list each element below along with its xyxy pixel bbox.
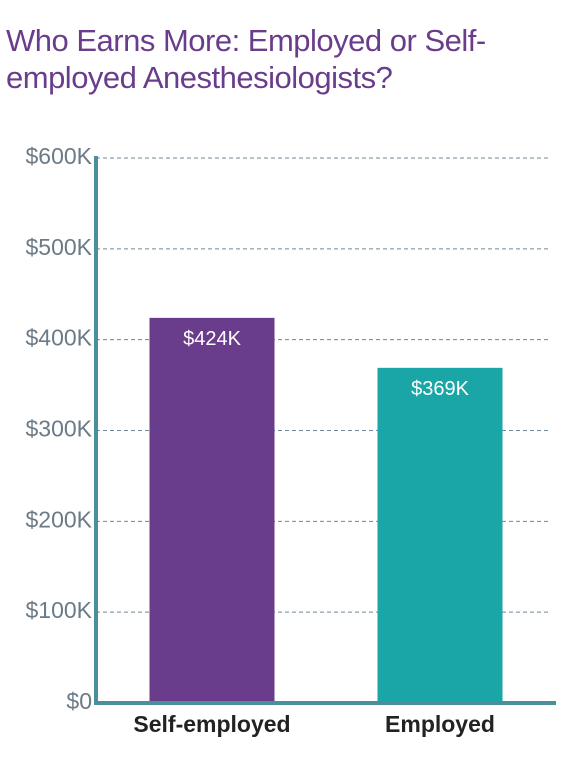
bar <box>377 367 503 703</box>
y-tick-label: $0 <box>66 688 92 714</box>
data-label: $369K <box>411 378 469 400</box>
y-tick-label: $600K <box>25 143 92 169</box>
y-tick-label: $400K <box>25 325 92 351</box>
chart-title: Who Earns More: Employed or Self-employe… <box>6 23 486 95</box>
x-tick-label: Employed <box>385 711 495 737</box>
y-tick-label: $500K <box>25 234 92 260</box>
data-label: $424K <box>183 328 241 350</box>
x-tick-label: Self-employed <box>133 711 290 737</box>
y-tick-label: $100K <box>25 597 92 623</box>
y-tick-label: $300K <box>25 416 92 442</box>
bar <box>149 317 275 703</box>
y-tick-label: $200K <box>25 506 92 532</box>
